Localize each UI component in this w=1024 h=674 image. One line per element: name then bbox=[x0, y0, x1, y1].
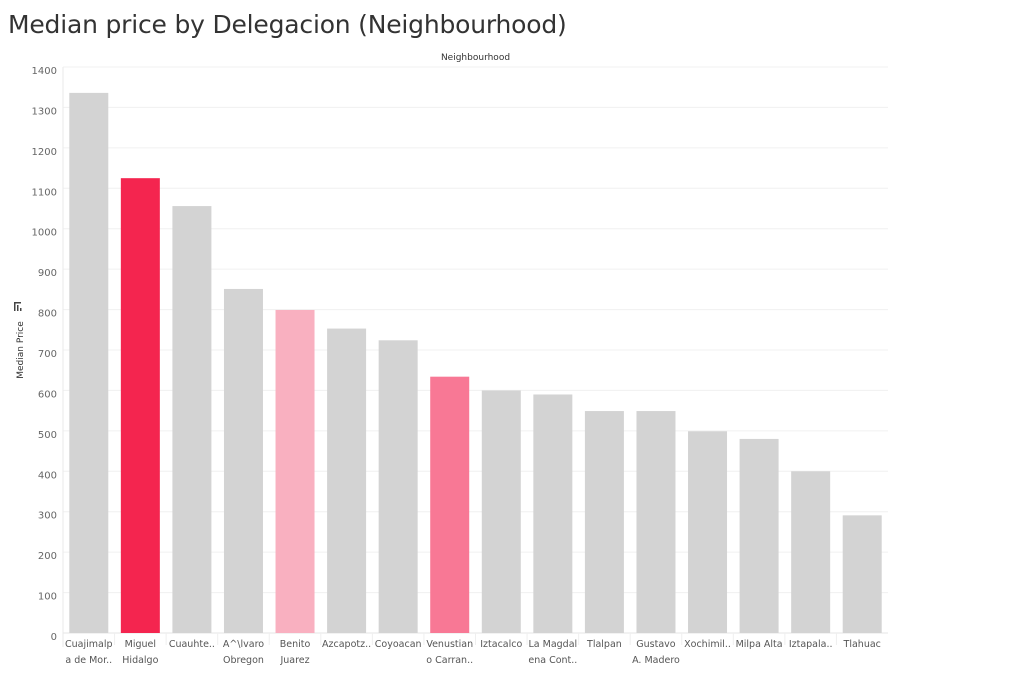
x-tick-label: Xochimil.. bbox=[684, 639, 731, 650]
bar[interactable] bbox=[842, 515, 882, 633]
chart-title: Median price by Delegacion (Neighbourhoo… bbox=[8, 10, 567, 39]
x-tick-label: Iztacalco bbox=[480, 639, 522, 650]
bar[interactable] bbox=[791, 471, 831, 633]
x-tick-label: Tlalpan bbox=[586, 639, 622, 650]
x-tick-label: o Carran.. bbox=[426, 655, 473, 666]
x-tick-label: Miguel bbox=[125, 639, 156, 650]
bar[interactable] bbox=[378, 340, 418, 633]
y-tick-label: 1200 bbox=[32, 147, 57, 158]
bar[interactable] bbox=[430, 376, 470, 633]
y-tick-label: 600 bbox=[38, 389, 57, 400]
y-tick-label: 1100 bbox=[32, 187, 57, 198]
bar[interactable] bbox=[739, 438, 779, 633]
bar[interactable] bbox=[172, 206, 212, 633]
y-tick-label: 0 bbox=[51, 632, 57, 643]
x-tick-label: ena Cont.. bbox=[528, 655, 577, 666]
y-tick-label: 200 bbox=[38, 551, 57, 562]
x-tick-label: Juarez bbox=[279, 655, 309, 666]
y-tick-label: 1400 bbox=[32, 66, 57, 77]
x-tick-label: Venustian bbox=[426, 639, 473, 650]
bar[interactable] bbox=[636, 411, 676, 633]
y-tick-label: 900 bbox=[38, 268, 57, 279]
y-tick-label: 300 bbox=[38, 511, 57, 522]
x-tick-label: La Magdal bbox=[529, 639, 578, 650]
bar[interactable] bbox=[223, 288, 263, 633]
x-tick-label: A^\lvaro bbox=[223, 639, 264, 650]
bar[interactable] bbox=[533, 394, 573, 633]
bar[interactable] bbox=[275, 309, 315, 633]
x-tick-label: Hidalgo bbox=[122, 655, 158, 666]
x-tick-label: a de Mor.. bbox=[65, 655, 112, 666]
x-tick-label: Azcapotz.. bbox=[322, 639, 371, 650]
y-tick-label: 1300 bbox=[32, 106, 57, 117]
x-tick-label: A. Madero bbox=[632, 655, 680, 666]
x-tick-label: Coyoacan bbox=[375, 639, 422, 650]
x-tick-label: Tlahuac bbox=[843, 639, 881, 650]
x-tick-label: Obregon bbox=[223, 655, 264, 666]
y-tick-label: 400 bbox=[38, 470, 57, 481]
y-tick-label: 700 bbox=[38, 349, 57, 360]
x-tick-label: Benito bbox=[280, 639, 311, 650]
x-tick-label: Cuajimalp bbox=[65, 639, 113, 650]
bar[interactable] bbox=[327, 328, 367, 633]
sort-descending-icon[interactable] bbox=[14, 302, 23, 312]
bar[interactable] bbox=[584, 411, 624, 633]
bar[interactable] bbox=[481, 390, 521, 633]
x-tick-label: Cuauhte.. bbox=[169, 639, 215, 650]
x-tick-label: Gustavo bbox=[636, 639, 676, 650]
column-header-label: Neighbourhood bbox=[440, 53, 511, 63]
bar[interactable] bbox=[69, 92, 109, 634]
x-tick-label: Milpa Alta bbox=[736, 639, 783, 650]
bar[interactable] bbox=[688, 431, 728, 633]
y-tick-label: 800 bbox=[38, 309, 57, 320]
x-tick-label: Iztapala.. bbox=[789, 639, 833, 650]
y-tick-label: 100 bbox=[38, 592, 57, 603]
y-tick-label: 500 bbox=[38, 430, 57, 441]
bar[interactable] bbox=[120, 178, 160, 633]
y-tick-label: 1000 bbox=[32, 228, 57, 239]
